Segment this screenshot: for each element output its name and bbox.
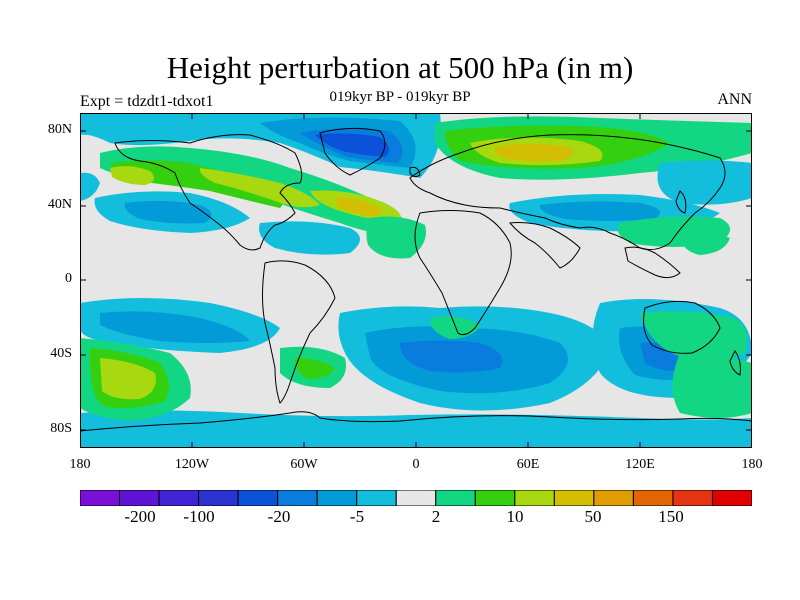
colorbar-label: 50 <box>584 507 602 526</box>
y-tick-80s: 80S <box>50 421 72 436</box>
plot-subtitle: 019kyr BP - 019kyr BP <box>329 89 471 105</box>
colorbar-box <box>356 490 397 506</box>
coastlines <box>80 127 752 432</box>
coast-new-zealand <box>729 350 741 376</box>
colorbar-label: 150 <box>658 507 684 526</box>
colorbar-label: -20 <box>267 507 291 526</box>
colorbar-label: 10 <box>506 507 524 526</box>
coast-eurasia <box>409 134 726 251</box>
positive-region-south-pacific <box>80 311 752 421</box>
coast-australia <box>643 300 721 354</box>
positive-region-tropics <box>80 172 730 259</box>
colorbar-box <box>80 490 121 506</box>
colorbar-box <box>277 490 318 506</box>
colorbar-box <box>593 490 634 506</box>
colorbar-box <box>553 490 595 506</box>
coast-antarctica <box>80 411 752 432</box>
y-tick-40s: 40S <box>50 346 72 361</box>
x-tick-0: 0 <box>412 457 420 472</box>
colorbar-box <box>395 490 437 506</box>
colorbar <box>80 490 752 506</box>
coast-north-america <box>114 134 303 251</box>
contour-map <box>80 113 752 448</box>
colorbar-box <box>237 490 279 506</box>
colorbar-label: -200 <box>124 507 156 526</box>
y-tick-0: 0 <box>65 271 72 286</box>
positive-region-north-america <box>100 146 410 235</box>
colorbar-box <box>198 490 239 506</box>
x-tick-120e: 120E <box>625 457 655 472</box>
colorbar-box <box>474 490 516 506</box>
x-tick-180w: 180 <box>69 457 91 472</box>
tick-marks <box>80 113 752 448</box>
colorbar-box <box>632 490 674 506</box>
experiment-label: Expt = tdzdt1-tdxot1 <box>80 93 214 110</box>
colorbar-box <box>435 490 476 506</box>
x-tick-60e: 60E <box>516 457 540 472</box>
coast-south-america <box>262 260 336 404</box>
colorbar-label: -100 <box>183 507 215 526</box>
season-label: ANN <box>717 91 752 108</box>
colorbar-label: -5 <box>349 507 365 526</box>
coast-south-asia <box>509 222 581 269</box>
coast-greenland <box>319 127 386 176</box>
colorbar-box <box>158 490 200 506</box>
colorbar-boxes <box>80 490 752 506</box>
colorbar-box <box>514 490 555 506</box>
colorbar-box <box>316 490 358 506</box>
y-tick-80n: 80N <box>47 122 72 137</box>
colorbar-box <box>672 490 713 506</box>
colorbar-box <box>119 490 160 506</box>
y-tick-40n: 40N <box>47 197 72 212</box>
coast-africa <box>414 210 512 336</box>
coast-british-isles <box>409 166 421 178</box>
x-tick-180e: 180 <box>741 457 763 472</box>
colorbar-label: 2 <box>431 507 441 526</box>
x-tick-120w: 120W <box>174 457 210 472</box>
x-tick-60w: 60W <box>290 457 318 472</box>
coast-japan <box>675 190 687 214</box>
plot-title: Height perturbation at 500 hPa (in m) <box>166 50 634 85</box>
colorbar-box <box>711 490 752 506</box>
coast-maritime-se-asia <box>624 246 681 279</box>
